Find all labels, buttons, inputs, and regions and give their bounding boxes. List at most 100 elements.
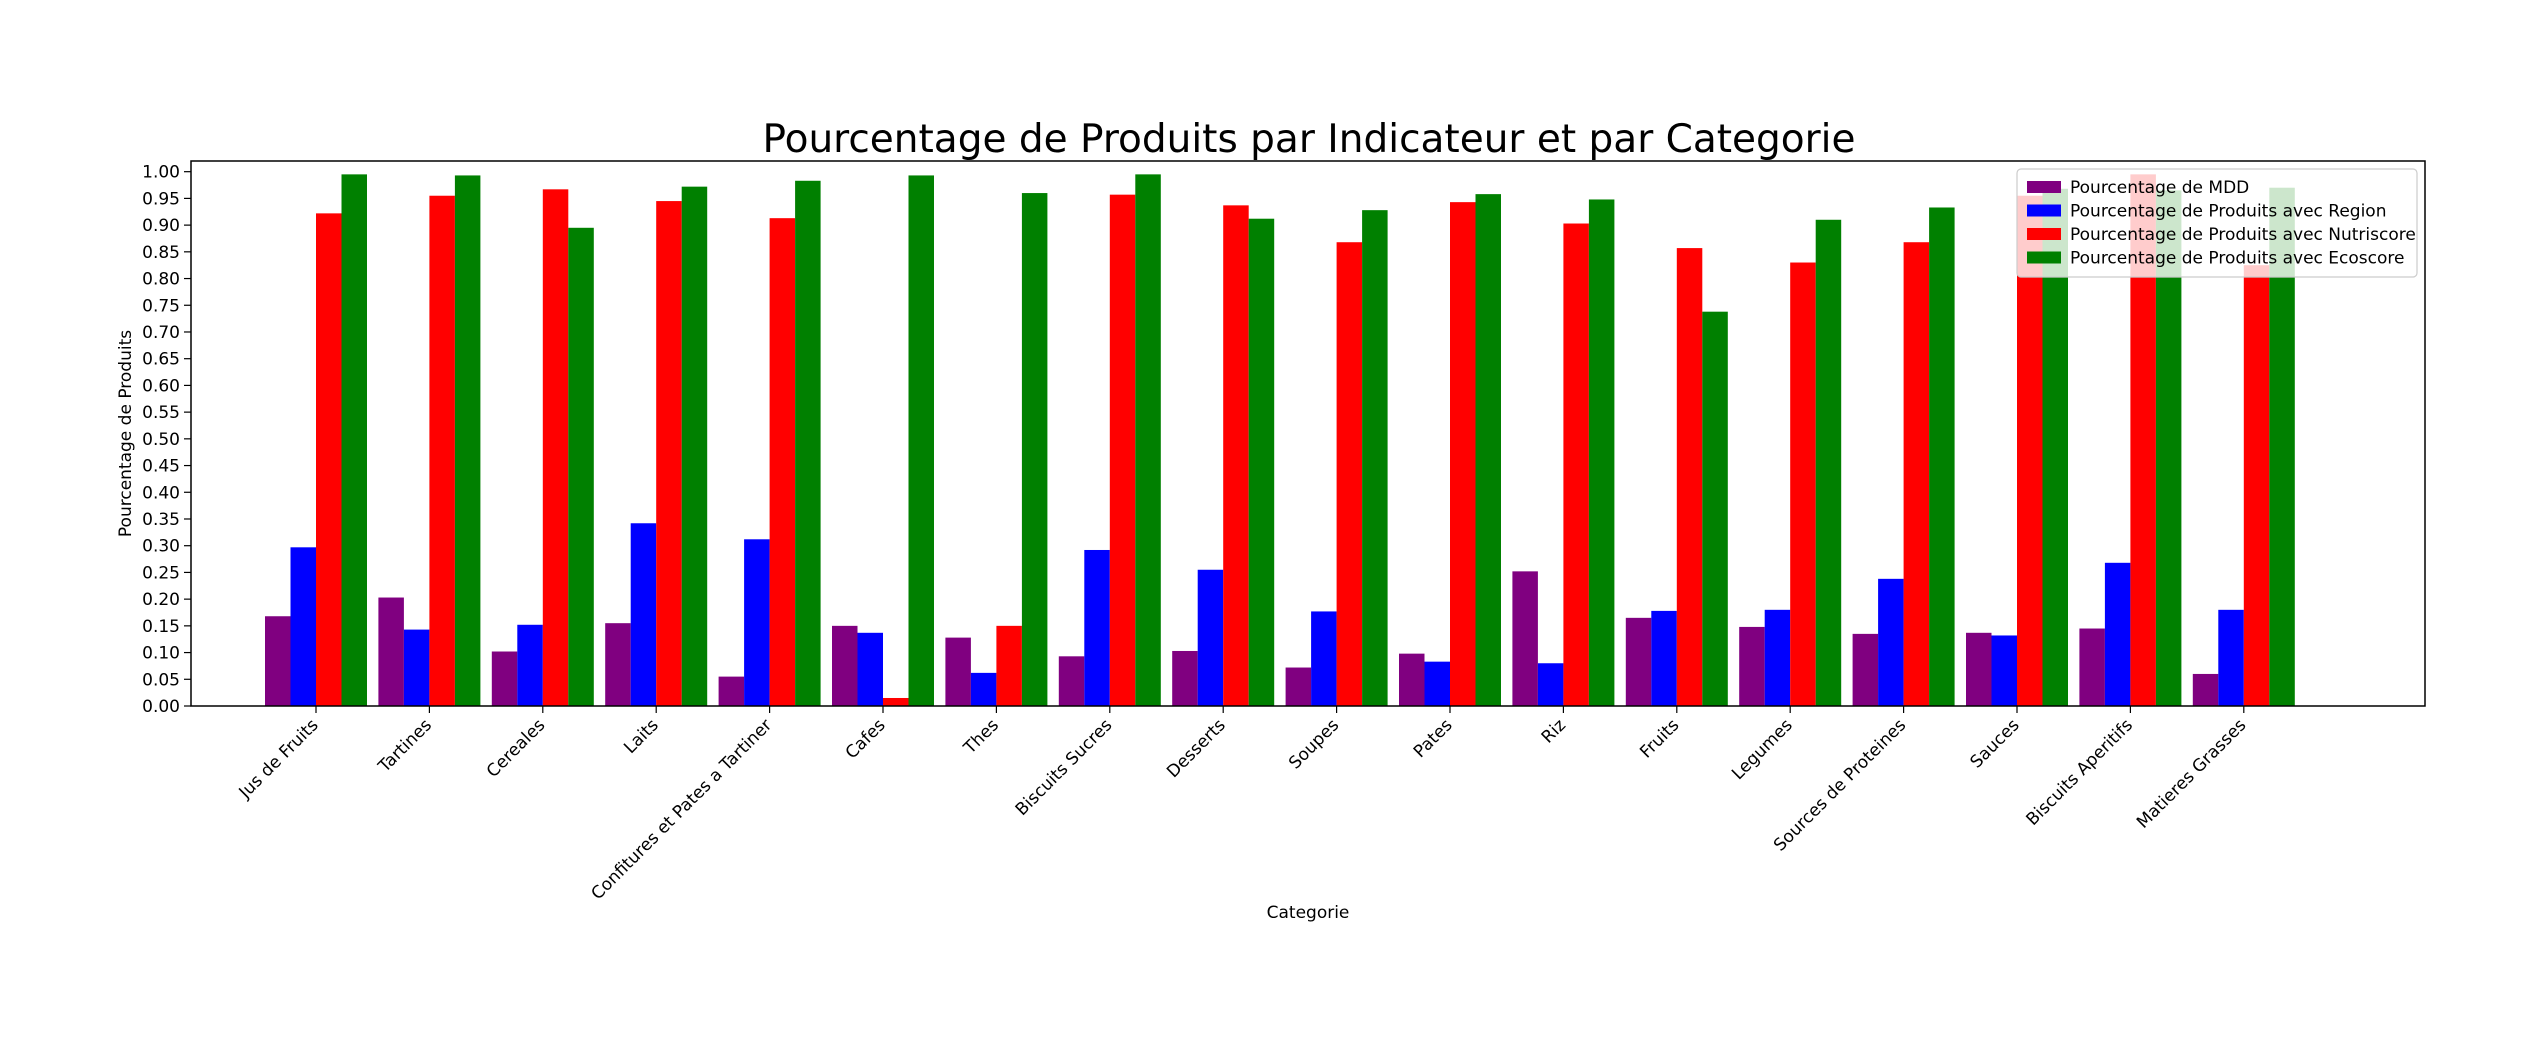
bar-series-2-category-15 bbox=[1878, 578, 1904, 706]
bar-series-2-category-8 bbox=[1084, 549, 1110, 706]
bar-series-3-category-1 bbox=[316, 213, 342, 707]
bar-series-3-category-3 bbox=[542, 189, 569, 706]
bar-series-3-category-7 bbox=[996, 625, 1022, 706]
bar-series-4-category-13 bbox=[1702, 311, 1728, 706]
y-tick-label: 0.60 bbox=[142, 376, 180, 396]
chart-title: Pourcentage de Produits par Indicateur e… bbox=[762, 117, 1855, 162]
bar-series-2-category-11 bbox=[1424, 661, 1450, 706]
y-tick-label: 1.00 bbox=[142, 163, 180, 183]
y-tick-label: 0.75 bbox=[142, 296, 180, 316]
bar-series-2-category-16 bbox=[1991, 635, 2017, 706]
bar-series-1-category-12 bbox=[1512, 571, 1538, 706]
bar-series-2-category-12 bbox=[1537, 663, 1564, 706]
bar-series-4-category-7 bbox=[1021, 193, 1048, 706]
x-tick-label: Riz bbox=[1538, 715, 1570, 747]
bar-series-2-category-5 bbox=[744, 539, 770, 706]
x-axis-label: Categorie bbox=[1267, 903, 1350, 923]
bar-series-3-category-15 bbox=[1903, 242, 1930, 706]
y-tick-label: 0.50 bbox=[142, 430, 180, 450]
y-tick-label: 0.95 bbox=[142, 189, 180, 209]
bar-series-2-category-7 bbox=[970, 672, 997, 706]
y-tick-label: 0.45 bbox=[142, 457, 180, 477]
legend-box bbox=[2016, 168, 2418, 278]
bar-series-4-category-9 bbox=[1248, 218, 1275, 706]
bar-series-1-category-3 bbox=[491, 651, 518, 706]
bar-series-2-category-9 bbox=[1197, 569, 1224, 706]
bar-series-4-category-5 bbox=[795, 180, 821, 706]
x-tick-label: Confitures et Pates a Tartiner bbox=[588, 715, 777, 904]
x-tick-label: Cafes bbox=[842, 715, 890, 763]
x-tick-label: Pates bbox=[1410, 715, 1457, 762]
plot-frame bbox=[190, 160, 2426, 707]
bar-series-3-category-6 bbox=[883, 697, 909, 706]
y-tick-label: 0.65 bbox=[142, 350, 180, 370]
y-axis: 0.00 0.05 0.10 0.15 0.20 0.25 0.30 0.35 0.40 0.45… bbox=[142, 163, 191, 717]
y-tick-label: 0.15 bbox=[142, 617, 180, 637]
bar-series-3-category-18 bbox=[2243, 265, 2270, 706]
legend-swatch bbox=[2027, 228, 2061, 240]
bar-series-3-category-4 bbox=[656, 201, 682, 706]
bar-series-1-category-4 bbox=[605, 623, 631, 706]
bar-series-3-category-14 bbox=[1790, 262, 1816, 706]
legend: Pourcentage de MDD Pourcentage de Produit… bbox=[2016, 168, 2418, 278]
bar-series-4-category-3 bbox=[568, 227, 594, 707]
bar-series-3-category-12 bbox=[1563, 223, 1589, 706]
y-tick-label: 0.90 bbox=[142, 216, 180, 236]
bar-series-1-category-7 bbox=[945, 637, 971, 706]
y-tick-label: 0.10 bbox=[142, 644, 180, 664]
bar-series-1-category-9 bbox=[1172, 650, 1198, 706]
legend-label: Pourcentage de Produits avec Ecoscore bbox=[2070, 249, 2404, 269]
y-tick-label: 0.30 bbox=[142, 537, 180, 557]
bar-series-2-category-13 bbox=[1651, 610, 1677, 706]
bar-series-1-category-18 bbox=[2192, 673, 2219, 706]
legend-swatch bbox=[2027, 251, 2061, 264]
legend-swatch bbox=[2027, 204, 2061, 217]
bars-layer bbox=[265, 174, 2295, 707]
bar-series-1-category-2 bbox=[378, 597, 404, 706]
bar-series-4-category-15 bbox=[1929, 207, 1955, 707]
bar-series-2-category-2 bbox=[403, 629, 430, 706]
bar-series-3-category-5 bbox=[769, 218, 796, 707]
y-tick-label: 0.00 bbox=[142, 697, 180, 717]
x-tick-label: Sauces bbox=[1967, 715, 2024, 772]
bar-series-1-category-13 bbox=[1625, 617, 1652, 706]
bar-series-1-category-6 bbox=[832, 625, 858, 706]
bar-series-1-category-15 bbox=[1852, 633, 1879, 706]
bar-series-2-category-6 bbox=[857, 632, 883, 706]
y-tick-label: 0.70 bbox=[142, 323, 180, 343]
legend-swatch bbox=[2027, 181, 2061, 193]
x-tick-label: Tartines bbox=[374, 715, 436, 777]
x-axis: Jus de Fruits Tartines Cereales LaitsConfit… bbox=[235, 706, 2250, 904]
x-tick-label: Jus de Fruits bbox=[235, 715, 323, 803]
bar-series-4-category-8 bbox=[1135, 174, 1161, 707]
x-tick-label: Matieres Grasses bbox=[2133, 715, 2250, 832]
bar-series-4-category-10 bbox=[1362, 210, 1388, 706]
x-tick-label: Cereales bbox=[483, 715, 549, 781]
y-tick-label: 0.05 bbox=[142, 670, 180, 690]
x-tick-label: Legumes bbox=[1728, 715, 1797, 784]
y-tick-label: 0.40 bbox=[142, 483, 180, 503]
y-tick-label: 0.80 bbox=[142, 270, 180, 290]
bar-series-1-category-11 bbox=[1399, 653, 1425, 706]
x-tick-label: Fruits bbox=[1636, 715, 1683, 762]
bar-series-4-category-1 bbox=[341, 174, 367, 707]
bar-series-4-category-14 bbox=[1815, 219, 1842, 706]
bar-series-3-category-8 bbox=[1109, 194, 1136, 706]
bar-series-3-category-13 bbox=[1676, 248, 1703, 706]
legend-label: Pourcentage de Produits avec Region bbox=[2070, 202, 2386, 222]
bar-series-2-category-17 bbox=[2104, 562, 2131, 706]
x-tick-label: Laits bbox=[620, 715, 663, 758]
bar-series-4-category-11 bbox=[1475, 194, 1501, 706]
bar-series-3-category-10 bbox=[1336, 242, 1363, 706]
bar-series-2-category-10 bbox=[1311, 611, 1337, 706]
bar-series-2-category-4 bbox=[630, 523, 657, 706]
bar-series-4-category-4 bbox=[681, 186, 708, 706]
y-tick-label: 0.25 bbox=[142, 563, 180, 583]
x-tick-label: Soupes bbox=[1285, 715, 1343, 773]
x-tick-label: Biscuits Sucres bbox=[1012, 715, 1117, 820]
bar-series-3-category-11 bbox=[1450, 202, 1476, 706]
legend-label: Pourcentage de Produits avec Nutriscore bbox=[2070, 225, 2416, 245]
bar-series-1-category-10 bbox=[1285, 667, 1312, 706]
y-tick-label: 0.85 bbox=[142, 243, 180, 263]
